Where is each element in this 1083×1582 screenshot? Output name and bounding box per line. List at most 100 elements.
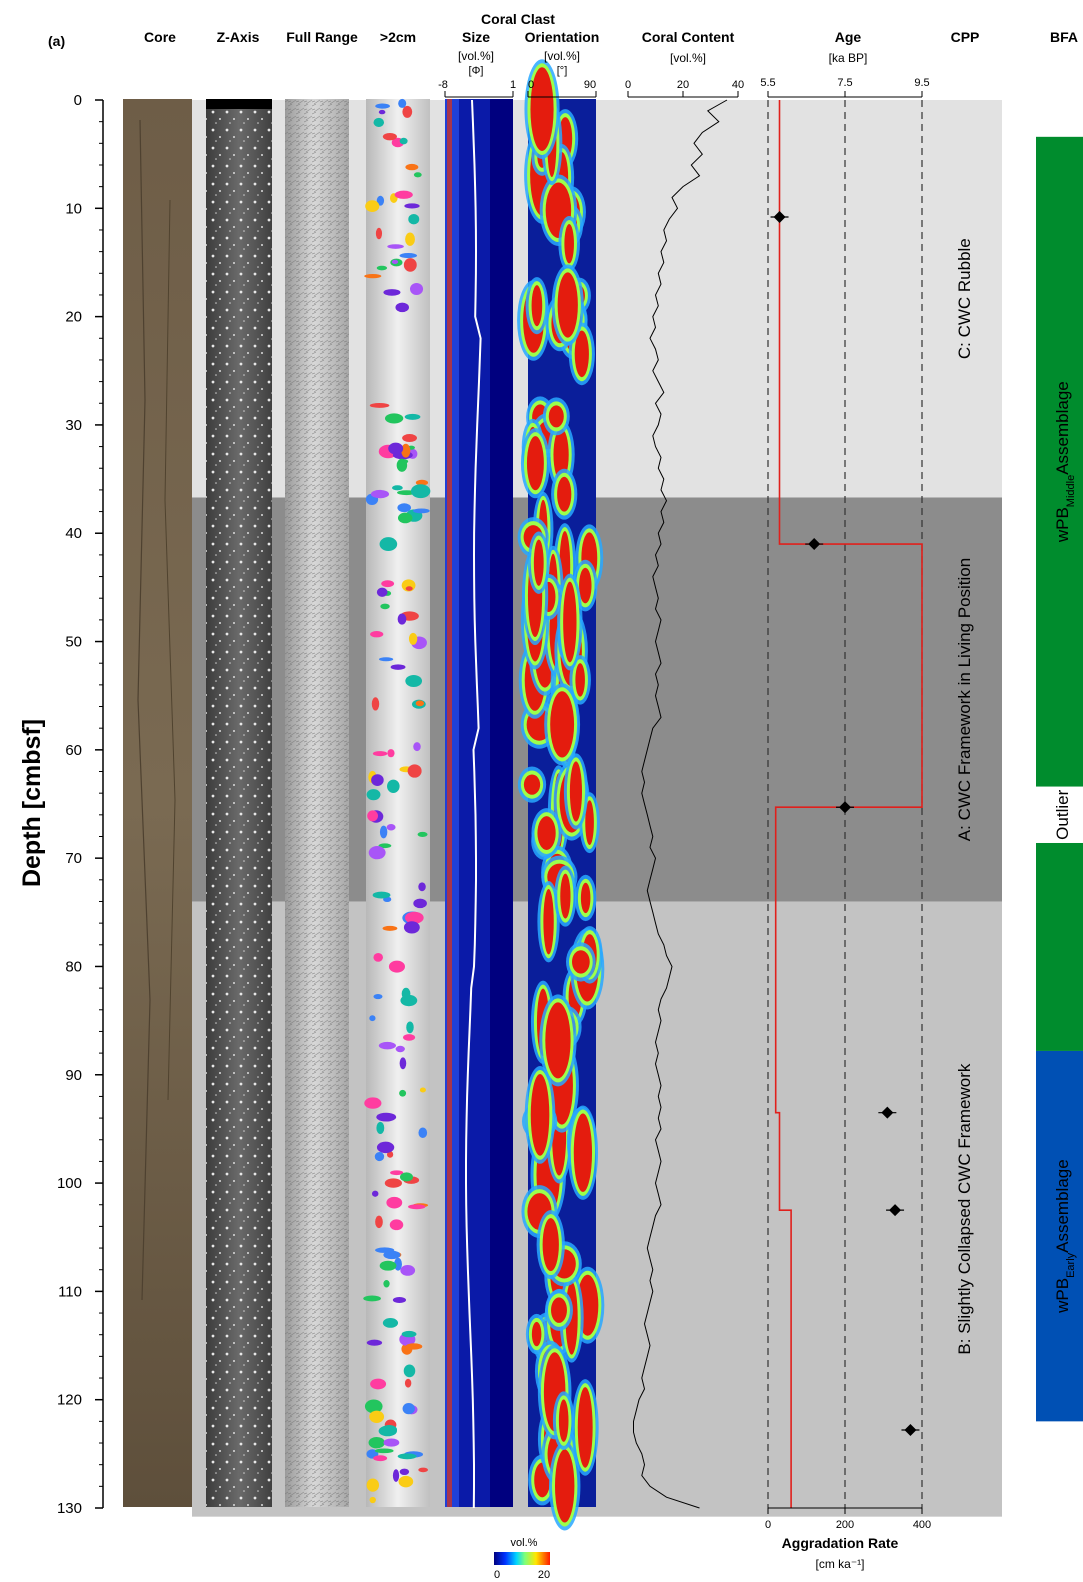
orientation-blob-core xyxy=(543,888,554,955)
clast-fragment xyxy=(399,1089,407,1097)
aggradation-tick-label-200: 200 xyxy=(836,1519,854,1531)
bfa-label-0: wPBMiddleAssemblage xyxy=(1053,381,1077,543)
depth-tick-label-90: 90 xyxy=(65,1067,82,1084)
clast-fragment xyxy=(381,580,395,588)
aggradation-axis: 0 200 400 xyxy=(765,1507,931,1531)
orientation-blob-core xyxy=(530,67,554,151)
depth-tick-label-60: 60 xyxy=(65,742,82,759)
clast-fragment xyxy=(418,882,426,892)
clast-fragment xyxy=(419,1087,426,1093)
orientation-blob-core xyxy=(569,761,583,822)
aggradation-tick-label-0: 0 xyxy=(765,1519,771,1531)
clast-fragment xyxy=(404,1378,412,1388)
clast-fragment xyxy=(403,258,417,272)
clast-fragment xyxy=(407,764,422,778)
bfa-bar-0 xyxy=(1036,136,1083,787)
aggradation-rate-line xyxy=(774,100,923,1508)
orientation-blob-core xyxy=(548,405,564,428)
z-axis-ct-strip xyxy=(206,99,272,1507)
colorbar-min: 0 xyxy=(494,1569,500,1581)
depth-tick-label-70: 70 xyxy=(65,850,82,867)
clast-fragment xyxy=(373,953,383,962)
clast-fragment xyxy=(374,1448,394,1454)
clast-fragment xyxy=(371,697,380,711)
clast-fragment xyxy=(413,898,427,909)
clast-fragment xyxy=(375,227,383,240)
clast-fragment xyxy=(400,1265,416,1276)
depth-tick-label-50: 50 xyxy=(65,634,82,651)
clast-fragment xyxy=(373,117,385,127)
clast-fragment xyxy=(368,846,386,860)
clast-fragment xyxy=(398,1475,414,1488)
orientation-blob-core xyxy=(531,285,543,327)
clast-fragment xyxy=(372,891,391,899)
clast-fragment xyxy=(402,1402,415,1415)
age-point-4 xyxy=(889,1204,902,1217)
depth-axis-label: Depth [cmbsf] xyxy=(18,719,46,887)
clast-fragment xyxy=(369,1410,385,1423)
age-point-3 xyxy=(881,1106,894,1119)
clast-fragment xyxy=(388,960,405,973)
clast-fragment xyxy=(401,1330,417,1338)
panel-label: (a) xyxy=(48,33,65,49)
clast-fragment xyxy=(383,1438,400,1447)
orientation-tick-min: 0 xyxy=(528,79,534,91)
coral-content-line xyxy=(633,99,728,1509)
depth-tick-label-30: 30 xyxy=(65,417,82,434)
depth-tick-label-80: 80 xyxy=(65,958,82,975)
clast-fragment xyxy=(372,751,388,757)
clast-fragment xyxy=(374,1151,385,1162)
bfa-bar-1 xyxy=(1036,786,1083,843)
clast-fragment xyxy=(369,1496,376,1504)
clast-fragment xyxy=(410,484,431,499)
zone-label-1: A: CWC Framework in Living Position xyxy=(955,558,974,841)
orientation-tick-max: 90 xyxy=(584,79,596,91)
orientation-blob-core xyxy=(553,428,569,481)
clast-fragment xyxy=(403,921,420,934)
header-size: Size xyxy=(462,29,490,45)
clast-fragment xyxy=(392,485,403,491)
header-size-unit: [vol.%] xyxy=(458,49,494,63)
clast-fragment xyxy=(408,214,420,225)
clast-fragment xyxy=(382,925,398,931)
clast-fragment xyxy=(375,1215,383,1229)
clast-fragment xyxy=(405,1343,423,1350)
orientation-blob-core xyxy=(560,873,571,919)
age-tick-label-5.5: 5.5 xyxy=(760,77,775,89)
clast-fragment xyxy=(382,1318,399,1328)
clast-fragment xyxy=(376,265,388,271)
clast-fragment xyxy=(388,442,404,455)
clast-fragment xyxy=(403,1364,416,1378)
clast-fragment xyxy=(404,203,420,209)
clast-fragment xyxy=(397,1453,417,1460)
clast-fragment xyxy=(417,831,428,837)
clast-fragment xyxy=(402,105,413,118)
clast-fragment xyxy=(376,195,385,206)
clast-fragment xyxy=(387,779,400,794)
header-orientation: Orientation xyxy=(525,29,600,45)
colorbar-label: vol.% xyxy=(511,1537,538,1549)
clast-fragment xyxy=(404,911,424,924)
gt2cm-clast-strip xyxy=(363,98,431,1507)
clast-fragment xyxy=(405,232,415,246)
clast-fragment xyxy=(418,1467,429,1473)
header-core: Core xyxy=(144,29,176,45)
clast-fragment xyxy=(379,825,388,839)
clast-fragment xyxy=(401,443,411,458)
clast-fragment xyxy=(386,1151,394,1158)
orientation-blob-core xyxy=(526,436,544,491)
clast-fragment xyxy=(410,283,424,296)
clast-fragment xyxy=(397,512,413,524)
size-tick-min: -8 xyxy=(438,79,448,91)
zone-label-0: C: CWC Rubble xyxy=(955,238,974,359)
clast-fragment xyxy=(366,1478,380,1492)
age-point-2 xyxy=(839,801,851,814)
orientation-blob-core xyxy=(531,1321,542,1347)
header-coral-clast: Coral Clast xyxy=(481,11,555,27)
bfa-bar-2 xyxy=(1036,842,1083,1051)
bfa-label-3: wPBEarlyAssemblage xyxy=(1053,1159,1077,1314)
bfa-label-1: Outlier xyxy=(1053,789,1072,839)
size-heatmap xyxy=(445,99,513,1509)
clast-fragment xyxy=(399,137,408,145)
clast-fragment xyxy=(364,1097,382,1109)
